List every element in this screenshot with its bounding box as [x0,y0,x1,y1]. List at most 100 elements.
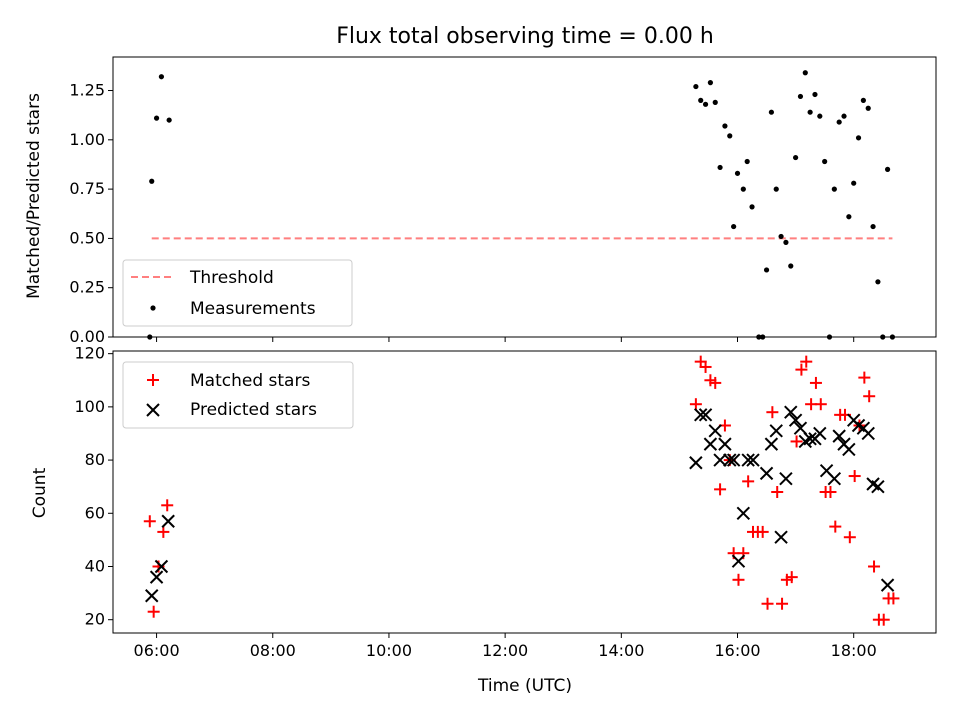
top-y-tick-label: 0.25 [69,278,105,297]
legend-predicted-label: Predicted stars [190,400,317,420]
bottom-y-tick-label: 120 [74,344,105,363]
predicted-star-point [832,429,846,443]
x-tick-label: 16:00 [714,641,760,660]
x-tick-label: 06:00 [134,641,180,660]
predicted-star-d2 [726,453,741,467]
predicted-star-d2 [880,578,895,592]
measurement-point [841,113,847,119]
measurement-point [702,101,709,107]
predicted-star-d2 [145,589,159,603]
matched-star-point [848,470,861,483]
predicted-star-d2 [708,424,722,438]
predicted-star-point [698,408,713,422]
predicted-star-d2 [703,437,718,451]
predicted-star-point [731,554,746,568]
predicted-star-point [774,530,788,544]
predicted-star-d2 [149,570,164,584]
predicted-star-d2 [842,442,856,457]
matched-star-point [824,486,837,498]
x-tick-label: 12:00 [482,641,528,660]
predicted-star-point [741,453,755,467]
predicted-star-point [813,426,827,441]
predicted-star-point [759,466,774,481]
predicted-star-point [149,570,164,584]
top-plot-frame [112,56,937,338]
matched-star-point [742,475,755,488]
matched-star-point [714,483,727,496]
measurement-point [760,334,766,340]
measurement-point [717,164,723,171]
measurement-point [734,170,741,176]
measurement-point [870,223,876,230]
measurement-point [807,109,813,115]
measurement-point [802,70,808,76]
measurement-point [836,119,842,125]
predicted-star-point [880,578,895,592]
measurement-point [707,80,714,86]
measurement-point [731,223,737,230]
measurement-point [744,158,750,165]
predicted-star-point [764,437,779,451]
x-tick-label: 08:00 [250,641,296,660]
matched-star-point [161,499,174,512]
predicted-star-point [708,424,722,438]
measurement-point [783,239,789,245]
predicted-star-d2 [774,530,788,544]
predicted-star-point [726,453,741,467]
legend-threshold-label: Threshold [189,268,274,288]
top-y-tick-label: 1.00 [69,130,105,149]
bottom-y-tick-label: 40 [85,556,105,575]
x-tick-label: 14:00 [598,641,644,660]
matched-star-point [858,371,871,384]
measurement-point [797,93,804,100]
predicted-star-d2 [819,464,834,478]
measurement-point [166,117,172,123]
predicted-star-d2 [866,477,880,491]
predicted-star-d2 [779,471,793,486]
legend-measurements-label: Measurements [190,299,316,319]
matched-star-point [143,515,156,528]
legend-top-frame [122,259,353,327]
matched-star-point [829,520,842,533]
matched-star-point [843,531,856,544]
x-axis-label: Time (UTC) [477,676,572,696]
bottom-y-tick-label: 60 [85,503,105,522]
predicted-star-d2 [741,453,755,467]
predicted-star-point [703,437,718,451]
predicted-star-point [161,514,175,528]
legend-top: Threshold Measurements [122,259,353,327]
predicted-star-point [689,456,703,470]
predicted-star-point [713,453,727,467]
matched-star-point [887,592,900,605]
predicted-star-point [793,421,808,435]
measurement-point [793,154,799,161]
measurement-point [693,83,699,90]
predicted-star-d2 [161,514,175,528]
matched-star-point [771,486,784,498]
matched-star-point [732,573,745,586]
predicted-star-point [784,405,798,419]
legend-measurements-swatch [150,305,156,311]
measurement-point [855,135,862,141]
predicted-star-point [736,506,751,520]
matched-star-point [689,398,702,411]
measurement-point [880,334,886,340]
measurement-point [817,113,823,119]
bottom-panel: 20 40 60 80 100 120 06:00 08:00 10:00 12:00 14:00 1… [74,344,937,660]
matched-star-point [790,435,803,448]
legend-bottom-frame [122,361,354,429]
predicted-star-d2 [832,429,846,443]
measurement-point [851,180,857,186]
measurement-point [756,334,762,340]
predicted-star-d2 [746,453,760,467]
top-y-tick-label: 0.00 [69,327,105,346]
predicted-star-d2 [689,456,703,470]
predicted-star-point [154,559,169,574]
measurement-point [147,334,153,340]
predicted-star-d2 [793,421,808,435]
predicted-star-point [827,471,842,486]
predicted-star-d2 [764,437,779,451]
predicted-star-point [779,471,793,486]
predicted-star-point [723,453,737,467]
